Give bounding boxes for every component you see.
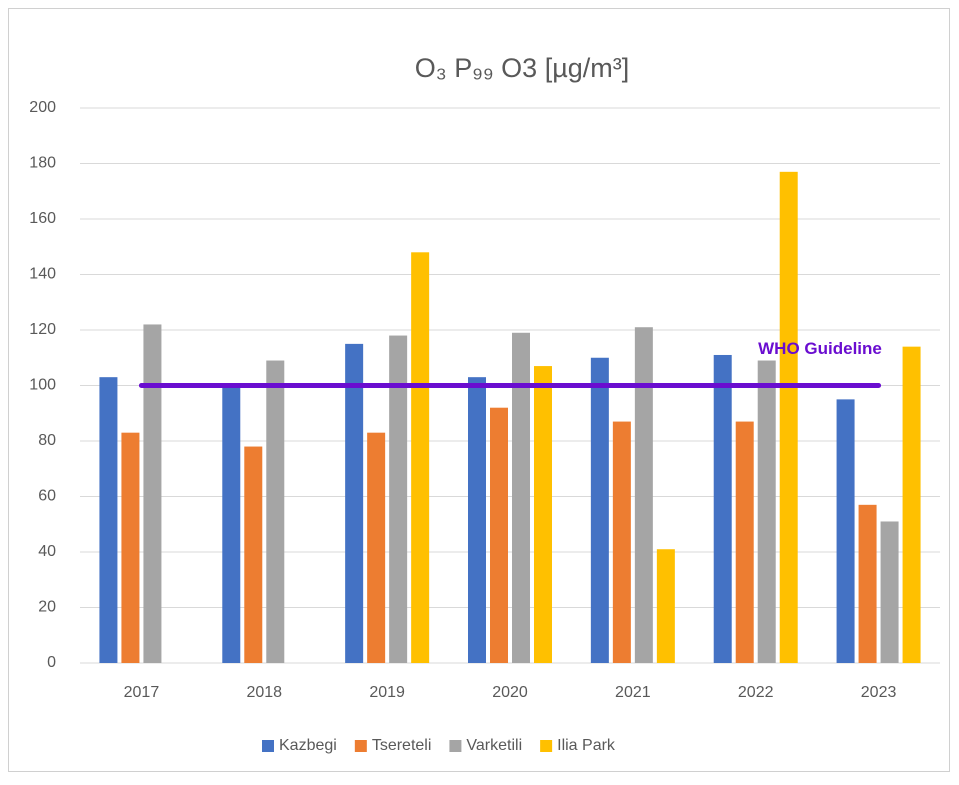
x-tick-label: 2023 [861, 684, 897, 701]
bar [143, 324, 162, 663]
y-tick-label: 160 [29, 210, 56, 227]
bar [534, 366, 552, 663]
guideline-label: WHO Guideline [758, 339, 882, 358]
legend-swatch [354, 740, 367, 752]
legend-label: Varketili [466, 737, 522, 754]
y-tick-label: 100 [29, 377, 56, 394]
legend-label: Ilia Park [557, 737, 616, 754]
bar [735, 421, 754, 663]
x-tick-label: 2017 [124, 684, 160, 701]
y-tick-label: 20 [38, 599, 56, 616]
x-tick-label: 2022 [738, 684, 774, 701]
bar [590, 357, 609, 663]
bar [222, 385, 241, 663]
bar [634, 327, 653, 663]
bar [880, 521, 899, 663]
bar [468, 377, 486, 663]
legend-swatch [540, 740, 553, 752]
bar [367, 432, 386, 663]
bar [121, 432, 140, 663]
bar [345, 343, 364, 663]
bar [490, 407, 508, 663]
y-tick-label: 200 [29, 99, 56, 116]
bar [512, 332, 530, 663]
y-tick-label: 60 [38, 488, 56, 505]
y-tick-label: 140 [29, 266, 56, 283]
chart-title: O₃ P₉₉ O3 [µg/m³] [415, 53, 630, 83]
bar [836, 399, 855, 663]
bar [656, 549, 675, 663]
x-tick-label: 2020 [492, 684, 528, 701]
bar [389, 335, 408, 663]
y-tick-label: 40 [38, 543, 56, 560]
y-tick-label: 180 [29, 155, 56, 172]
bar [858, 504, 877, 663]
x-tick-label: 2021 [615, 684, 651, 701]
bar [244, 446, 263, 663]
bar [411, 252, 430, 664]
bar [902, 346, 921, 663]
y-tick-label: 0 [47, 654, 56, 671]
legend-swatch [262, 740, 274, 752]
bar [612, 421, 631, 663]
bar [713, 354, 732, 663]
y-tick-label: 80 [38, 432, 56, 449]
y-tick-label: 120 [29, 321, 56, 338]
x-tick-label: 2018 [246, 684, 282, 701]
bar [99, 377, 118, 663]
legend-label: Kazbegi [279, 737, 337, 754]
bar [757, 360, 776, 663]
x-tick-label: 2019 [369, 684, 405, 701]
legend-label: Tsereteli [372, 737, 432, 754]
legend-swatch [449, 740, 462, 752]
bar [266, 360, 285, 663]
bar [779, 171, 798, 663]
